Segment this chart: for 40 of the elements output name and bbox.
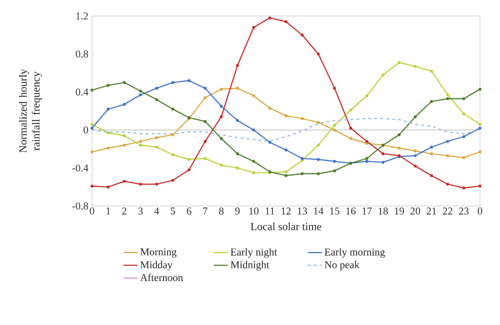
x-tick-label: 0: [478, 208, 482, 215]
x-tick-label: 22: [442, 208, 452, 214]
y-tick-label: 0.4: [76, 88, 88, 96]
x-tick-label: 12: [282, 208, 291, 214]
x-tick-label: 16: [346, 208, 356, 215]
x-tick-label: 18: [378, 208, 388, 215]
x-tick-label: 3: [138, 208, 143, 215]
y-tick-label: 0: [84, 126, 88, 134]
x-tick-label: 17: [362, 208, 372, 214]
x-tick-label: 19: [394, 208, 404, 215]
x-tick-label: 1: [106, 208, 110, 214]
y-tick-label: -0.4: [72, 164, 88, 172]
x-tick-label: 6: [186, 208, 192, 215]
x-tick-label: 7: [203, 208, 208, 214]
legend-label: Midday: [140, 260, 173, 270]
x-tick-label: 14: [314, 208, 324, 214]
y-tick-label: 0.8: [76, 50, 88, 58]
legend-label: Midnight: [230, 260, 270, 270]
x-tick-label: 13: [298, 208, 307, 215]
legend-label: Early morning: [324, 248, 385, 258]
x-tick-label: 15: [330, 208, 340, 215]
legend-label: No peak: [324, 260, 360, 270]
y-axis-title: Normalized hourly rainfall frequency: [19, 69, 42, 153]
y-tick-label: 1.2: [76, 12, 88, 20]
x-tick-label: 10: [249, 208, 258, 215]
y-tick-label: -0.8: [72, 202, 88, 210]
x-tick-label: 11: [266, 208, 274, 214]
x-axis-title: Local solar time: [250, 222, 322, 230]
x-tick-label: 8: [219, 208, 224, 215]
x-tick-label: 20: [410, 208, 420, 215]
x-tick-label: 9: [235, 208, 240, 215]
legend-label: Morning: [140, 248, 177, 258]
x-tick-label: 23: [459, 208, 469, 215]
legend-label: Afternoon: [140, 274, 183, 282]
x-tick-label: 4: [154, 208, 160, 214]
x-tick-label: 21: [426, 208, 436, 214]
x-tick-label: 0: [90, 208, 94, 215]
legend-label: Early night: [230, 248, 278, 258]
x-tick-label: 5: [170, 208, 176, 214]
x-tick-label: 2: [122, 208, 126, 214]
